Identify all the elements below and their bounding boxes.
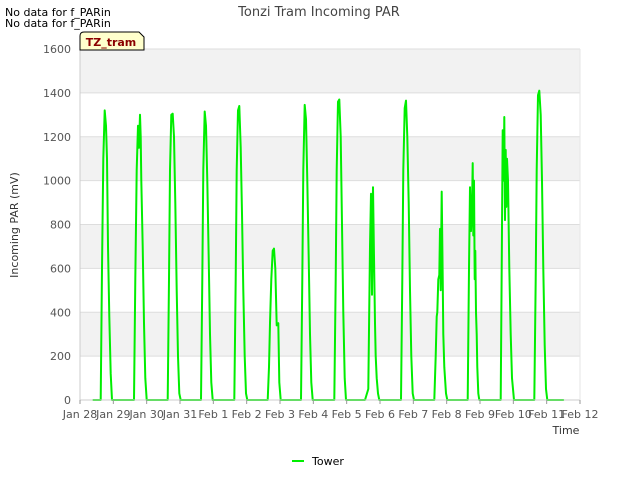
plot-band	[80, 136, 580, 181]
tag-label: TZ_tram	[86, 36, 137, 49]
x-tick-label: Jan 29	[95, 408, 130, 421]
x-tick-label: Feb 12	[562, 408, 599, 421]
no-data-note-1: No data for f_PARin	[5, 6, 111, 19]
x-tick-label: Jan 30	[128, 408, 163, 421]
plot-band	[80, 224, 580, 269]
y-tick-label: 1400	[43, 87, 71, 100]
grid	[80, 48, 580, 401]
chart-title: Tonzi Tram Incoming PAR	[237, 5, 400, 20]
series-layer	[92, 89, 565, 401]
x-tick-label: Feb 11	[528, 408, 565, 421]
x-tick-label: Jan 31	[162, 408, 197, 421]
y-tick-label: 200	[50, 350, 71, 363]
y-tick-label: 0	[64, 394, 71, 407]
no-data-note-2: No data for f_PARin	[5, 17, 111, 30]
legend-label-tower: Tower	[311, 455, 344, 468]
plot-band	[80, 312, 580, 357]
y-tick-label: 600	[50, 262, 71, 275]
y-axis-title: Incoming PAR (mV)	[8, 172, 21, 278]
x-tick-label: Jan 28	[62, 408, 97, 421]
x-tick-label: Feb 8	[432, 408, 462, 421]
x-tick-label: Feb 5	[332, 408, 362, 421]
x-tick-label: Feb 4	[298, 408, 328, 421]
y-tick-label: 400	[50, 306, 71, 319]
x-tick-label: Feb 6	[365, 408, 395, 421]
legend: Tower	[292, 455, 344, 468]
x-tick-label: Feb 10	[495, 408, 532, 421]
y-tick-label: 800	[50, 219, 71, 232]
tag-box: TZ_tram	[79, 31, 145, 51]
x-tick-label: Feb 1	[198, 408, 228, 421]
y-tick-label: 1000	[43, 175, 71, 188]
x-tick-label: Feb 2	[232, 408, 262, 421]
y-tick-label: 1600	[43, 43, 71, 56]
x-tick-label: Feb 7	[398, 408, 428, 421]
x-axis-title: Time	[552, 424, 580, 437]
tag-box-shape	[79, 31, 145, 51]
plot-background	[80, 49, 580, 400]
x-tick-label: Feb 9	[465, 408, 495, 421]
x-tick-label: Feb 3	[265, 408, 295, 421]
series-line-tower	[92, 89, 565, 401]
plot-band	[80, 49, 580, 93]
y-tick-label: 1200	[43, 131, 71, 144]
